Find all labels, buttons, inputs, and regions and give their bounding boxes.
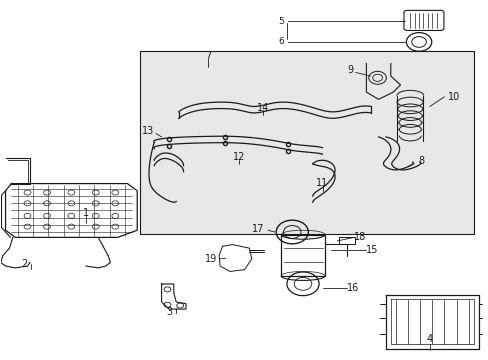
Text: 9: 9 — [347, 65, 353, 75]
Text: 8: 8 — [417, 156, 423, 166]
Polygon shape — [140, 51, 473, 234]
Text: 16: 16 — [346, 283, 358, 293]
Bar — [281, 235, 325, 276]
Text: 1: 1 — [83, 208, 89, 219]
Text: 18: 18 — [354, 232, 366, 242]
Text: 5: 5 — [278, 17, 284, 26]
Text: 3: 3 — [165, 307, 172, 316]
Text: 12: 12 — [232, 152, 244, 162]
Text: 6: 6 — [278, 37, 284, 46]
Text: 19: 19 — [205, 254, 217, 264]
Bar — [338, 237, 354, 244]
Text: 10: 10 — [447, 92, 459, 102]
Text: 2: 2 — [21, 259, 27, 269]
Text: 17: 17 — [251, 225, 264, 234]
Text: 14: 14 — [256, 103, 268, 113]
Text: 13: 13 — [142, 126, 154, 135]
Text: 11: 11 — [316, 178, 328, 188]
Text: 7: 7 — [204, 51, 211, 61]
Text: 4: 4 — [426, 333, 432, 343]
Text: 15: 15 — [366, 245, 378, 255]
